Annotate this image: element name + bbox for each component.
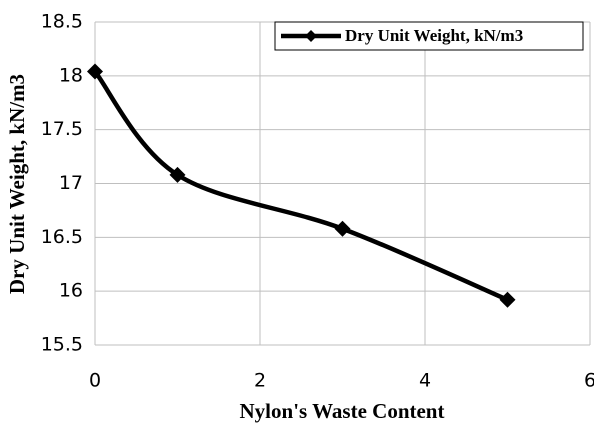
x-tick-label: 6 xyxy=(584,370,594,392)
x-tick-label: 0 xyxy=(89,370,101,392)
x-tick-label: 4 xyxy=(419,370,431,392)
marker xyxy=(334,220,351,237)
y-tick-label: 16 xyxy=(59,280,83,302)
marker xyxy=(499,291,516,308)
legend-marker xyxy=(305,30,317,42)
y-tick-label: 17 xyxy=(59,172,83,194)
y-tick-label: 17.5 xyxy=(41,118,83,140)
x-tick-label: 2 xyxy=(254,370,266,392)
series-line xyxy=(93,70,509,302)
x-axis-label: Nylon's Waste Content xyxy=(240,399,445,423)
legend-label: Dry Unit Weight, kN/m3 xyxy=(345,26,523,45)
y-tick-label: 16.5 xyxy=(41,226,83,248)
marker xyxy=(87,63,103,80)
y-tick-label: 18.5 xyxy=(41,11,83,33)
y-tick-label: 15.5 xyxy=(41,334,83,356)
y-axis-label: Dry Unit Weight, kN/m3 xyxy=(5,74,29,294)
marker xyxy=(169,166,186,183)
y-tick-label: 18 xyxy=(59,64,83,86)
